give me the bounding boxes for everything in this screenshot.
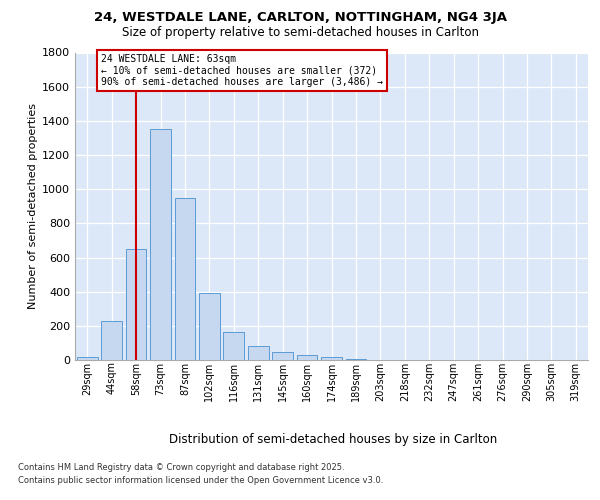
Bar xyxy=(321,356,342,360)
Bar xyxy=(125,249,146,360)
Text: Contains public sector information licensed under the Open Government Licence v3: Contains public sector information licen… xyxy=(18,476,383,485)
Bar xyxy=(199,294,220,360)
Bar xyxy=(101,320,122,360)
Text: 24 WESTDALE LANE: 63sqm
← 10% of semi-detached houses are smaller (372)
90% of s: 24 WESTDALE LANE: 63sqm ← 10% of semi-de… xyxy=(101,54,383,88)
Bar xyxy=(346,359,367,360)
Text: 24, WESTDALE LANE, CARLTON, NOTTINGHAM, NG4 3JA: 24, WESTDALE LANE, CARLTON, NOTTINGHAM, … xyxy=(94,11,506,24)
Text: Size of property relative to semi-detached houses in Carlton: Size of property relative to semi-detach… xyxy=(121,26,479,39)
Bar xyxy=(272,352,293,360)
Text: Distribution of semi-detached houses by size in Carlton: Distribution of semi-detached houses by … xyxy=(169,432,497,446)
Bar xyxy=(150,130,171,360)
Bar xyxy=(175,198,196,360)
Bar xyxy=(296,355,317,360)
Y-axis label: Number of semi-detached properties: Number of semi-detached properties xyxy=(28,104,38,309)
Bar xyxy=(77,356,98,360)
Bar xyxy=(223,332,244,360)
Text: Contains HM Land Registry data © Crown copyright and database right 2025.: Contains HM Land Registry data © Crown c… xyxy=(18,464,344,472)
Bar xyxy=(248,346,269,360)
